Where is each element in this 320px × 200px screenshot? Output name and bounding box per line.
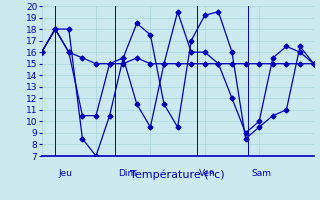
- Text: Dim: Dim: [118, 168, 136, 178]
- X-axis label: Température (°c): Température (°c): [130, 170, 225, 180]
- Text: Sam: Sam: [251, 168, 271, 178]
- Text: Jeu: Jeu: [58, 168, 72, 178]
- Text: Ven: Ven: [199, 168, 216, 178]
